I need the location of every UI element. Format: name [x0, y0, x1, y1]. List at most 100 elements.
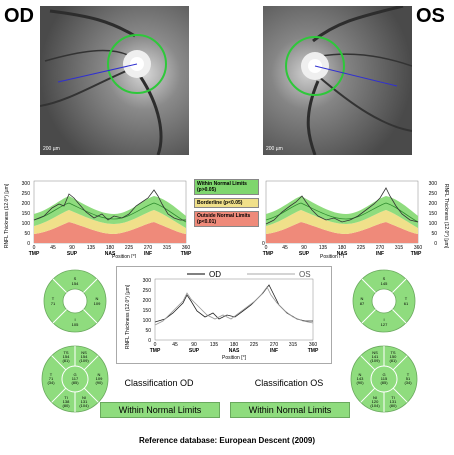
svg-text:109: 109 [94, 301, 101, 306]
svg-text:270: 270 [144, 245, 153, 251]
svg-text:INF: INF [376, 251, 384, 257]
svg-text:(80): (80) [62, 403, 70, 408]
svg-text:131: 131 [81, 399, 88, 404]
svg-text:0: 0 [265, 245, 268, 251]
os-fundus-image: 200 µm [263, 6, 412, 155]
svg-text:TMP: TMP [411, 251, 422, 257]
combined-os-legend: OS [299, 270, 311, 279]
od-4-sector-diagram: S 154 T 71 N 109 I 105 [42, 268, 108, 334]
svg-text:(104): (104) [370, 403, 380, 408]
svg-text:NI: NI [82, 395, 86, 400]
svg-text:180: 180 [106, 245, 115, 251]
svg-text:315: 315 [163, 245, 172, 251]
svg-text:50: 50 [431, 231, 437, 237]
svg-text:N: N [98, 372, 101, 377]
svg-text:T: T [405, 296, 408, 301]
svg-text:NS: NS [372, 350, 378, 355]
svg-text:100: 100 [143, 318, 152, 324]
combined-od-legend: OD [209, 270, 221, 279]
svg-text:180: 180 [338, 245, 347, 251]
classification-od-title: Classification OD [124, 378, 194, 388]
reference-database: Reference database: European Descent (20… [138, 436, 316, 445]
svg-text:90: 90 [191, 342, 197, 348]
svg-text:117: 117 [72, 376, 79, 381]
svg-text:250: 250 [429, 191, 438, 197]
svg-text:360: 360 [309, 342, 318, 348]
svg-text:141: 141 [372, 354, 379, 359]
svg-text:45: 45 [172, 342, 178, 348]
svg-text:TS: TS [390, 350, 395, 355]
svg-text:154: 154 [63, 354, 70, 359]
svg-text:(109): (109) [370, 358, 380, 363]
svg-text:200: 200 [143, 298, 152, 304]
os-chart-xlabel: Position [°] [320, 254, 345, 258]
svg-text:250: 250 [143, 288, 152, 294]
svg-text:90: 90 [301, 245, 307, 251]
classification-od-value: Within Normal Limits [100, 402, 220, 418]
svg-text:TMP: TMP [29, 251, 40, 257]
svg-text:(80): (80) [389, 403, 397, 408]
svg-text:150: 150 [143, 308, 152, 314]
svg-text:N: N [359, 372, 362, 377]
svg-text:I: I [74, 317, 75, 322]
svg-text:TS: TS [63, 350, 68, 355]
svg-text:NAS: NAS [229, 348, 240, 354]
svg-text:N: N [361, 296, 364, 301]
svg-text:300: 300 [429, 181, 438, 187]
svg-text:(104): (104) [79, 403, 89, 408]
svg-text:(85): (85) [71, 380, 79, 385]
svg-text:154: 154 [81, 354, 88, 359]
svg-text:200: 200 [22, 201, 31, 207]
svg-text:150: 150 [390, 354, 397, 359]
svg-text:T: T [50, 372, 53, 377]
svg-text:135: 135 [87, 245, 96, 251]
svg-text:50: 50 [145, 328, 151, 334]
svg-text:(109): (109) [79, 358, 89, 363]
svg-text:0: 0 [148, 338, 151, 344]
svg-text:270: 270 [376, 245, 385, 251]
svg-text:TMP: TMP [181, 251, 192, 257]
svg-text:NAS: NAS [105, 251, 116, 257]
svg-text:T: T [52, 296, 55, 301]
svg-text:G: G [73, 372, 76, 377]
svg-text:180: 180 [230, 342, 239, 348]
svg-text:360: 360 [182, 245, 191, 251]
svg-text:RNFL Thickness (12.0°) [µm]: RNFL Thickness (12.0°) [µm] [125, 284, 131, 349]
svg-text:115: 115 [381, 376, 388, 381]
svg-text:109: 109 [96, 376, 103, 381]
od-fundus-image: 200 µm [40, 6, 189, 155]
svg-text:TI: TI [64, 395, 68, 400]
svg-text:Position [°]: Position [°] [222, 355, 247, 361]
svg-text:61: 61 [404, 301, 409, 306]
od-scale-bar: 200 µm [43, 146, 60, 152]
svg-text:127: 127 [381, 322, 388, 327]
svg-text:(81): (81) [62, 358, 70, 363]
legend-borderline: Borderline (p<0.05) [194, 198, 259, 208]
svg-text:315: 315 [395, 245, 404, 251]
svg-text:TMP: TMP [308, 348, 319, 354]
svg-text:45: 45 [282, 245, 288, 251]
svg-text:(90): (90) [95, 380, 103, 385]
svg-text:(90): (90) [356, 380, 364, 385]
svg-text:300: 300 [143, 278, 152, 284]
svg-text:NI: NI [373, 395, 377, 400]
svg-text:150: 150 [429, 211, 438, 217]
svg-text:N: N [96, 296, 99, 301]
svg-text:150: 150 [22, 211, 31, 217]
svg-text:0: 0 [33, 245, 36, 251]
svg-text:0: 0 [27, 241, 30, 247]
os-6-sector-diagram: NS 141 (109) TS 150 (81) N 143 (90) G 115 (85) T… [349, 344, 419, 414]
svg-text:0: 0 [434, 241, 437, 247]
od-chart-ylabel: RNFL Thickness (12.0°) [µm] [4, 183, 10, 248]
svg-text:225: 225 [357, 245, 366, 251]
svg-text:TMP: TMP [150, 348, 161, 354]
svg-text:143: 143 [357, 376, 364, 381]
svg-text:71: 71 [49, 376, 54, 381]
svg-text:T: T [407, 372, 410, 377]
svg-text:145: 145 [381, 281, 388, 286]
svg-text:0: 0 [262, 241, 265, 247]
od-rnfl-chart: RNFL Thickness (12.0°) [µm] 0 50 100 150… [4, 176, 192, 260]
svg-text:100: 100 [429, 221, 438, 227]
normative-legend: Within Normal Limits (p>0.05) Borderline… [194, 179, 259, 230]
